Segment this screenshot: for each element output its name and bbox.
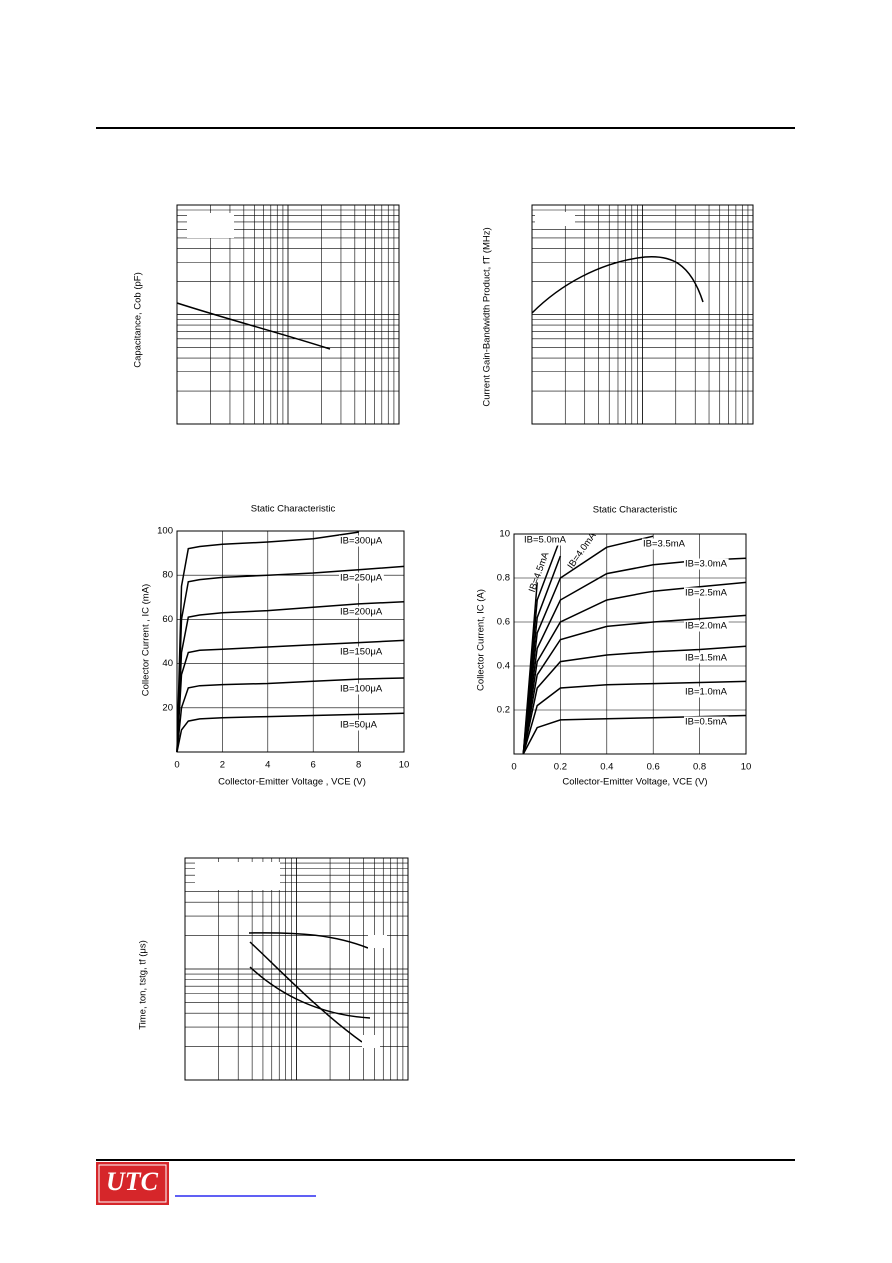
series-line xyxy=(176,677,405,753)
x-tick-label: 0 xyxy=(174,760,179,771)
curve xyxy=(249,966,371,1019)
x-tick-label: 6 xyxy=(311,760,316,771)
mask xyxy=(187,213,234,238)
label-bg xyxy=(339,572,384,584)
x-tick-label: 0.6 xyxy=(647,762,660,773)
label-bg xyxy=(684,652,729,664)
plot-frame xyxy=(531,204,754,425)
y-tick-label: 20 xyxy=(162,702,173,713)
series-label: IB=50μA xyxy=(340,720,378,731)
y-tick-label: 100 xyxy=(157,526,173,537)
x-tick-label: 0.4 xyxy=(600,762,613,773)
label-bg xyxy=(339,719,379,731)
y-axis-label: Collector Current, IC (A) xyxy=(476,589,487,691)
x-tick-label: 0.8 xyxy=(693,762,706,773)
label-bg xyxy=(642,538,687,550)
series-label: IB=5.0mA xyxy=(524,535,567,546)
label-bg xyxy=(339,606,384,618)
logo: UTC xyxy=(106,1167,159,1196)
label-bg xyxy=(684,686,729,698)
y-tick-label: 0.2 xyxy=(497,705,510,716)
label-bg xyxy=(523,534,568,546)
x-tick-label: 0 xyxy=(511,762,516,773)
x-tick-label: 2 xyxy=(220,760,225,771)
x-axis-label: Collector-Emitter Voltage , VCE (V) xyxy=(218,777,366,788)
y-tick-label: 0.6 xyxy=(497,617,510,628)
log-grid xyxy=(176,204,400,425)
series-label: IB=0.5mA xyxy=(685,717,728,728)
y-tick-label: 0.8 xyxy=(497,573,510,584)
series-line xyxy=(522,645,747,755)
chart-title: Static Characteristic xyxy=(593,505,678,516)
y-tick-label: 60 xyxy=(162,614,173,625)
x-tick-label: 4 xyxy=(265,760,270,771)
plot-frame xyxy=(184,857,409,1081)
label-bg xyxy=(684,587,729,599)
series-label: IB=150μA xyxy=(340,647,383,658)
y-axis-label: Collector Current , IC (mA) xyxy=(141,584,152,696)
x-tick-label: 10 xyxy=(399,760,410,771)
label-bg xyxy=(339,646,384,658)
label-bg xyxy=(339,535,384,547)
series-label: IB=2.5mA xyxy=(685,588,728,599)
series-label: IB=2.0mA xyxy=(685,621,728,632)
series-label: IB=4.0mA xyxy=(566,530,599,571)
series-label: IB=200μA xyxy=(340,607,383,618)
y-tick-label: 10 xyxy=(499,529,510,540)
x-axis-label: Collector-Emitter Voltage, VCE (V) xyxy=(562,777,707,788)
series-line xyxy=(176,600,405,753)
logo-box xyxy=(96,1162,169,1205)
x-tick-label: 8 xyxy=(356,760,361,771)
curve xyxy=(249,941,363,1043)
series-label: IB=3.5mA xyxy=(643,539,686,550)
plot-frame xyxy=(513,533,747,755)
series-line xyxy=(522,680,747,755)
mask xyxy=(535,212,575,226)
series-line xyxy=(176,639,405,753)
series-label: IB=250μA xyxy=(340,573,383,584)
plot-frame xyxy=(176,204,400,425)
log-grid xyxy=(531,204,754,425)
y-tick-label: 0.4 xyxy=(497,661,510,672)
y-axis-label: Time, ton, tstg, tf (μs) xyxy=(138,940,149,1030)
series-label: IB=1.5mA xyxy=(685,653,728,664)
y-tick-label: 40 xyxy=(162,658,173,669)
series-line xyxy=(176,565,405,753)
series-line xyxy=(176,712,405,753)
chart-title: Static Characteristic xyxy=(251,504,336,515)
y-axis-label: Current Gain-Bandwidth Product, fT (MHz) xyxy=(482,227,493,406)
series-label: IB=100μA xyxy=(340,684,383,695)
mask xyxy=(368,935,387,948)
label-bg xyxy=(684,558,729,570)
x-tick-label: 10 xyxy=(741,762,752,773)
y-axis-label: Capacitance, Cob (pF) xyxy=(133,272,144,368)
series-label: IB=300μA xyxy=(340,536,383,547)
plot-frame xyxy=(176,530,405,753)
y-tick-label: 80 xyxy=(162,570,173,581)
mask xyxy=(195,862,280,890)
label-bg xyxy=(684,620,729,632)
curve xyxy=(531,255,704,314)
label-bg xyxy=(339,683,384,695)
log-grid xyxy=(184,857,409,1081)
series-label: IB=1.0mA xyxy=(685,687,728,698)
curve xyxy=(248,932,369,949)
series-line xyxy=(176,531,359,753)
series-line xyxy=(522,581,747,755)
mask xyxy=(362,1035,380,1048)
label-bg xyxy=(684,716,729,728)
curve xyxy=(176,302,331,350)
series-line xyxy=(522,535,654,755)
logo-frame xyxy=(98,1164,167,1203)
series-label: IB=3.0mA xyxy=(685,559,728,570)
x-tick-label: 0.2 xyxy=(554,762,567,773)
series-line xyxy=(522,614,747,755)
